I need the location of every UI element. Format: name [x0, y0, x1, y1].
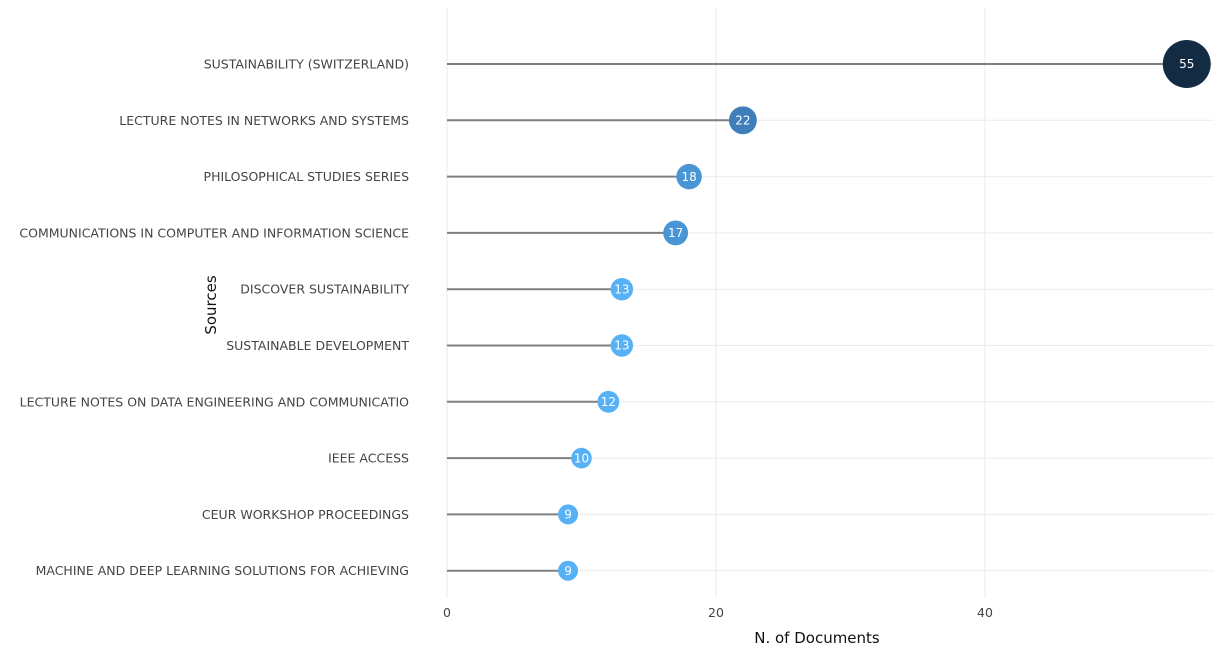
- category-label: LECTURE NOTES ON DATA ENGINEERING AND CO…: [20, 394, 410, 409]
- x-axis-title: N. of Documents: [754, 629, 880, 647]
- stem-layer: [447, 63, 1187, 572]
- lollipop-point: [610, 277, 634, 301]
- x-tick-label: 20: [708, 605, 724, 620]
- category-label: IEEE ACCESS: [328, 451, 409, 466]
- lollipop-point: [597, 390, 620, 413]
- lollipop-point: [728, 106, 757, 135]
- value-label: 22: [735, 114, 750, 128]
- value-label: 12: [601, 395, 616, 409]
- category-label: MACHINE AND DEEP LEARNING SOLUTIONS FOR …: [36, 563, 409, 578]
- lollipop-point: [1162, 40, 1211, 88]
- lollipop-point: [610, 334, 634, 357]
- category-label: SUSTAINABLE DEVELOPMENT: [226, 338, 409, 353]
- value-label: 13: [614, 339, 629, 353]
- category-label: COMMUNICATIONS IN COMPUTER AND INFORMATI…: [19, 225, 409, 240]
- value-label: 55: [1179, 57, 1194, 71]
- value-label: 9: [564, 508, 572, 522]
- category-label: LECTURE NOTES IN NETWORKS AND SYSTEMS: [119, 113, 409, 128]
- category-label: SUSTAINABILITY (SWITZERLAND): [204, 57, 409, 72]
- lollipop-point: [571, 447, 592, 469]
- x-tick-label: 0: [443, 605, 451, 620]
- lollipop-point: [663, 220, 689, 246]
- value-label: 13: [614, 282, 629, 296]
- lollipop-point: [558, 560, 579, 581]
- lollipop-point: [558, 504, 579, 525]
- category-label: DISCOVER SUSTAINABILITY: [240, 282, 409, 297]
- value-label: 9: [564, 564, 572, 578]
- x-tick-label: 40: [977, 605, 993, 620]
- category-label: PHILOSOPHICAL STUDIES SERIES: [204, 169, 410, 184]
- category-labels: SUSTAINABILITY (SWITZERLAND) LECTURE NOTE…: [19, 57, 409, 579]
- category-label: CEUR WORKSHOP PROCEEDINGS: [202, 507, 409, 522]
- value-label: 10: [574, 451, 589, 465]
- lollipop-point: [676, 163, 702, 190]
- value-label: 18: [681, 170, 696, 184]
- bubble-layer: 55 22 18 17 13 13 12 10 9 9: [558, 40, 1211, 581]
- value-label: 17: [668, 226, 683, 240]
- x-tick-labels: 0 20 40: [443, 605, 993, 620]
- y-axis-title: Sources: [202, 275, 220, 335]
